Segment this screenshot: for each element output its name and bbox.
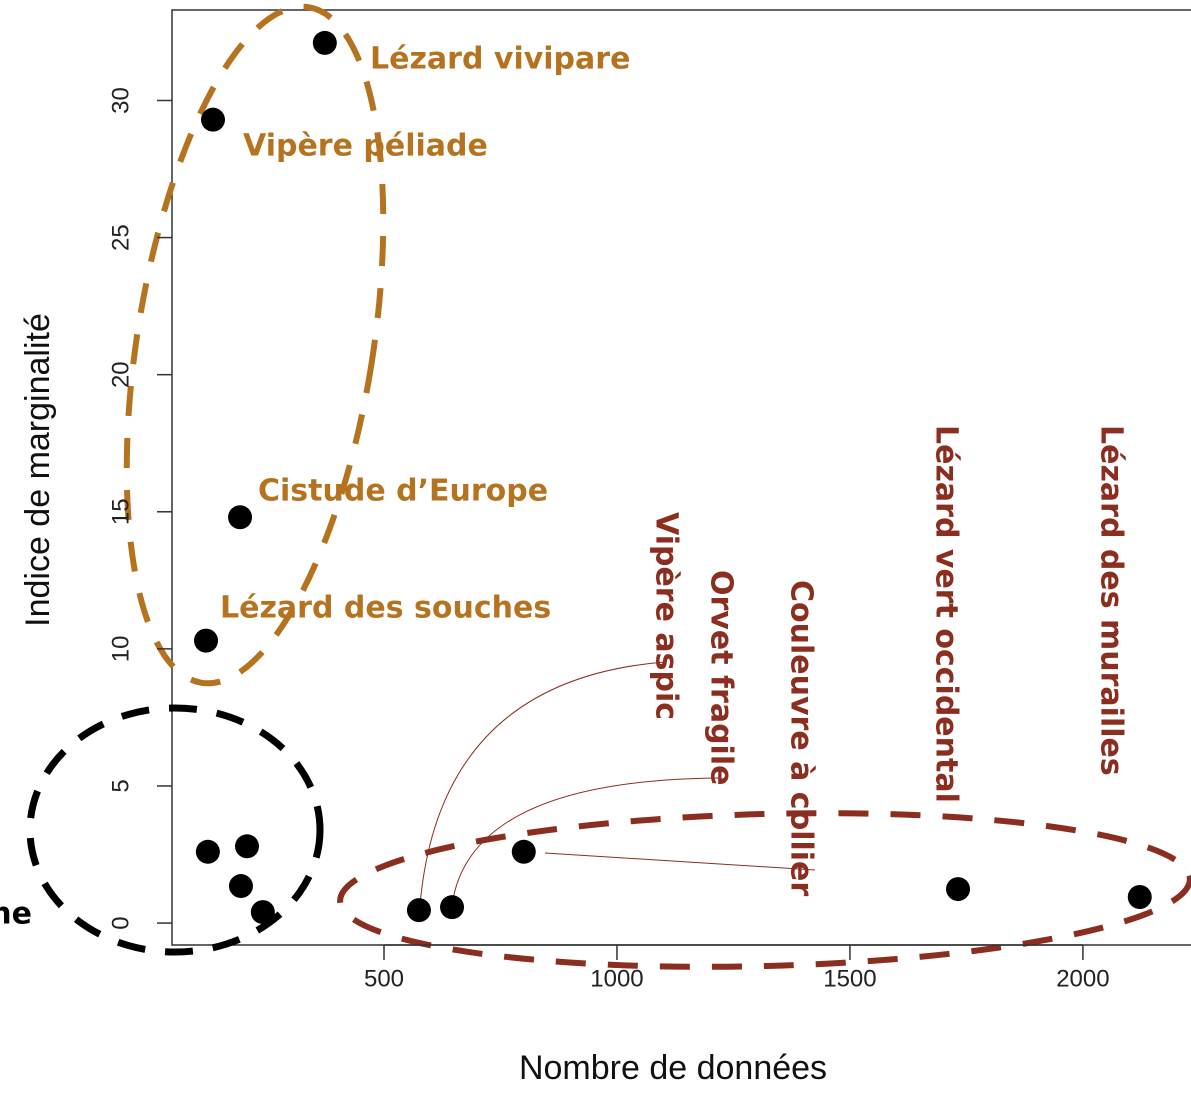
point-label: Orvet fragile (704, 570, 739, 785)
point-label: Vipère aspic (649, 512, 684, 720)
leader-line (451, 777, 721, 906)
y-tick-label: 20 (107, 361, 134, 388)
point (511, 839, 536, 864)
point (235, 834, 260, 859)
x-tick-label: 1000 (590, 965, 643, 992)
point (201, 107, 226, 132)
x-axis-label: Nombre de données (519, 1049, 827, 1087)
y-tick-label: 5 (107, 779, 134, 792)
point (195, 839, 220, 864)
point (194, 628, 219, 653)
point (946, 877, 971, 902)
point-label: Vipère péliade (243, 129, 488, 164)
y-axis-label: Indice de marginalité (19, 313, 57, 627)
point-label: ne (0, 897, 32, 932)
group-ellipse (337, 810, 1191, 970)
y-tick-label: 25 (107, 224, 134, 251)
x-tick-label: 500 (364, 965, 404, 992)
point (250, 900, 275, 925)
point (312, 30, 337, 55)
y-tick-label: 15 (107, 498, 134, 525)
point (440, 895, 465, 920)
x-tick-label: 1500 (823, 965, 876, 992)
group-ellipse (26, 704, 324, 956)
point-label: Cistude d’Europe (258, 474, 548, 509)
group-ellipse (123, 3, 387, 687)
point-label: Lézard vert occidental (929, 425, 964, 803)
point (228, 505, 253, 530)
point-label: Lézard des murailles (1094, 425, 1129, 776)
leader-line (419, 661, 666, 906)
point-label: Couleuvre à collier (784, 580, 819, 896)
leader-line (544, 852, 816, 871)
y-tick-label: 10 (107, 636, 134, 663)
x-tick-label: 2000 (1056, 965, 1109, 992)
y-tick-label: 0 (107, 916, 134, 929)
point-label: Lézard vivipare (370, 42, 630, 77)
y-tick-label: 30 (107, 87, 134, 114)
point (228, 874, 253, 899)
point-label: Lézard des souches (220, 591, 551, 626)
point (406, 898, 431, 923)
point (1127, 885, 1152, 910)
